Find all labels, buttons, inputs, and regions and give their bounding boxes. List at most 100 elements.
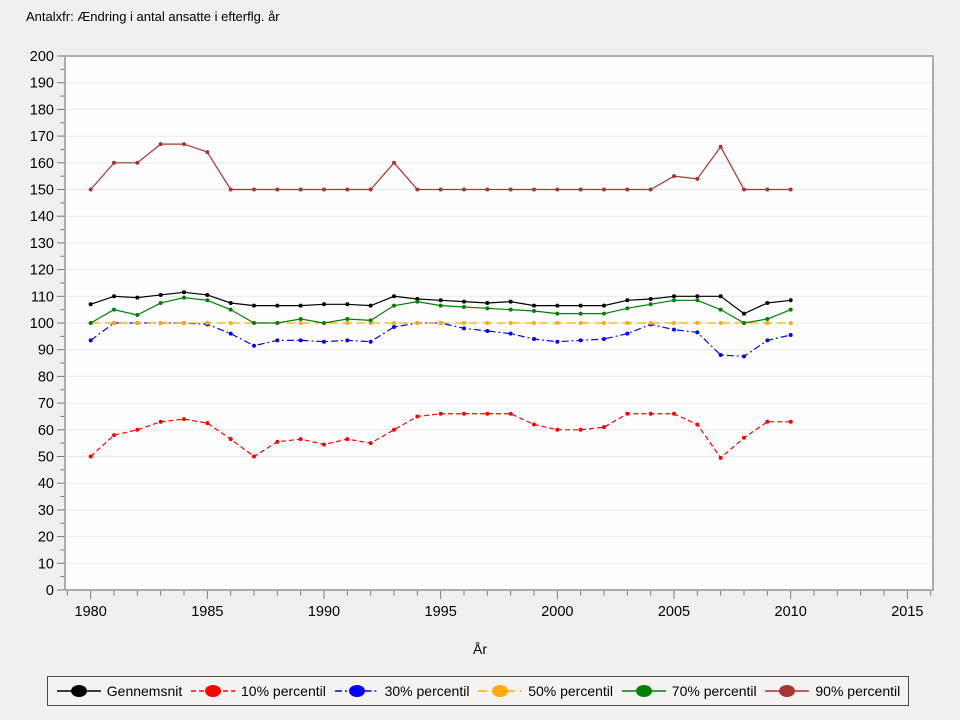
data-point xyxy=(205,321,210,325)
data-point xyxy=(275,187,280,192)
legend-marker-icon xyxy=(191,685,236,697)
data-point xyxy=(648,187,653,192)
data-point xyxy=(625,298,630,303)
data-point xyxy=(228,437,233,442)
legend-dot xyxy=(205,685,222,697)
legend-marker-icon xyxy=(334,685,379,697)
data-point xyxy=(672,321,676,325)
series-10-percentil xyxy=(88,411,793,460)
data-point xyxy=(788,321,793,325)
data-point xyxy=(228,321,233,325)
data-point xyxy=(555,427,560,432)
y-tick-label: 190 xyxy=(30,76,54,92)
data-point xyxy=(182,290,186,295)
data-point xyxy=(345,338,350,343)
y-tick-label: 30 xyxy=(38,503,54,519)
data-point xyxy=(578,427,583,432)
x-tick-label: 1985 xyxy=(191,604,223,620)
data-point xyxy=(392,427,396,432)
data-point xyxy=(88,338,93,343)
data-point xyxy=(88,187,93,192)
data-point xyxy=(135,312,140,317)
data-point xyxy=(648,296,653,301)
data-point xyxy=(602,321,606,325)
data-point xyxy=(322,302,326,307)
y-tick-label: 140 xyxy=(30,209,54,225)
data-point xyxy=(718,294,723,299)
data-point xyxy=(298,316,303,321)
data-point xyxy=(508,411,513,416)
data-point xyxy=(742,311,746,316)
data-point xyxy=(718,307,723,312)
data-point xyxy=(438,303,443,308)
data-point xyxy=(555,303,560,308)
data-point xyxy=(298,187,303,192)
data-point xyxy=(322,442,326,447)
data-point xyxy=(718,353,723,358)
data-point xyxy=(182,295,186,300)
data-point xyxy=(182,417,186,422)
data-point xyxy=(298,338,303,343)
data-point xyxy=(602,425,606,430)
data-point xyxy=(88,321,93,325)
y-tick-label: 130 xyxy=(30,236,54,252)
legend-dot xyxy=(635,685,652,697)
legend-dot xyxy=(492,685,509,697)
data-point xyxy=(648,302,653,307)
y-tick-label: 70 xyxy=(38,396,54,412)
data-point xyxy=(625,187,630,192)
y-tick-label: 40 xyxy=(38,476,54,492)
data-point xyxy=(508,187,513,192)
legend-label: Gennemsnit xyxy=(106,683,183,699)
data-point xyxy=(88,302,93,307)
data-point xyxy=(578,303,583,308)
data-point xyxy=(555,339,560,344)
data-point xyxy=(368,339,373,344)
series-markers xyxy=(88,411,793,460)
x-axis: 1980 1985 1990 1995 2000 2005 2010 2015 xyxy=(66,591,932,620)
data-point xyxy=(485,300,490,305)
data-point xyxy=(672,298,676,303)
legend-item-90-percentil: 90% percentil xyxy=(764,682,900,700)
series-markers xyxy=(88,290,793,316)
data-point xyxy=(392,325,396,330)
data-point xyxy=(742,435,746,440)
data-point xyxy=(228,300,233,305)
data-point xyxy=(462,321,466,325)
y-tick-label: 60 xyxy=(38,423,54,439)
data-point xyxy=(135,160,140,165)
data-point xyxy=(158,292,163,297)
data-point xyxy=(158,321,163,325)
data-point xyxy=(438,298,443,303)
data-point xyxy=(158,142,163,147)
y-tick-label: 20 xyxy=(38,530,54,546)
y-tick-label: 150 xyxy=(30,183,54,199)
data-point xyxy=(345,437,350,442)
data-point xyxy=(485,306,490,311)
data-point xyxy=(532,337,536,342)
data-point xyxy=(205,150,210,155)
data-point xyxy=(415,414,420,419)
data-point xyxy=(438,187,443,192)
data-point xyxy=(555,311,560,316)
series-markers xyxy=(88,295,793,325)
data-point xyxy=(368,303,373,308)
data-point xyxy=(788,298,793,303)
data-point xyxy=(788,307,793,312)
x-axis-label: År xyxy=(473,641,487,657)
data-point xyxy=(695,422,700,427)
data-point xyxy=(508,307,513,312)
data-point xyxy=(485,329,490,334)
data-point xyxy=(532,303,536,308)
data-point xyxy=(695,294,700,299)
data-point xyxy=(252,321,256,325)
data-point xyxy=(672,327,676,332)
data-point xyxy=(275,338,280,343)
data-point xyxy=(228,307,233,312)
x-tick-label: 2010 xyxy=(775,604,807,620)
data-point xyxy=(578,338,583,343)
legend: Gennemsnit 10% percentil 30% percentil 50% … xyxy=(47,676,909,706)
data-point xyxy=(415,187,420,192)
data-point xyxy=(298,321,303,325)
data-point xyxy=(182,142,186,147)
